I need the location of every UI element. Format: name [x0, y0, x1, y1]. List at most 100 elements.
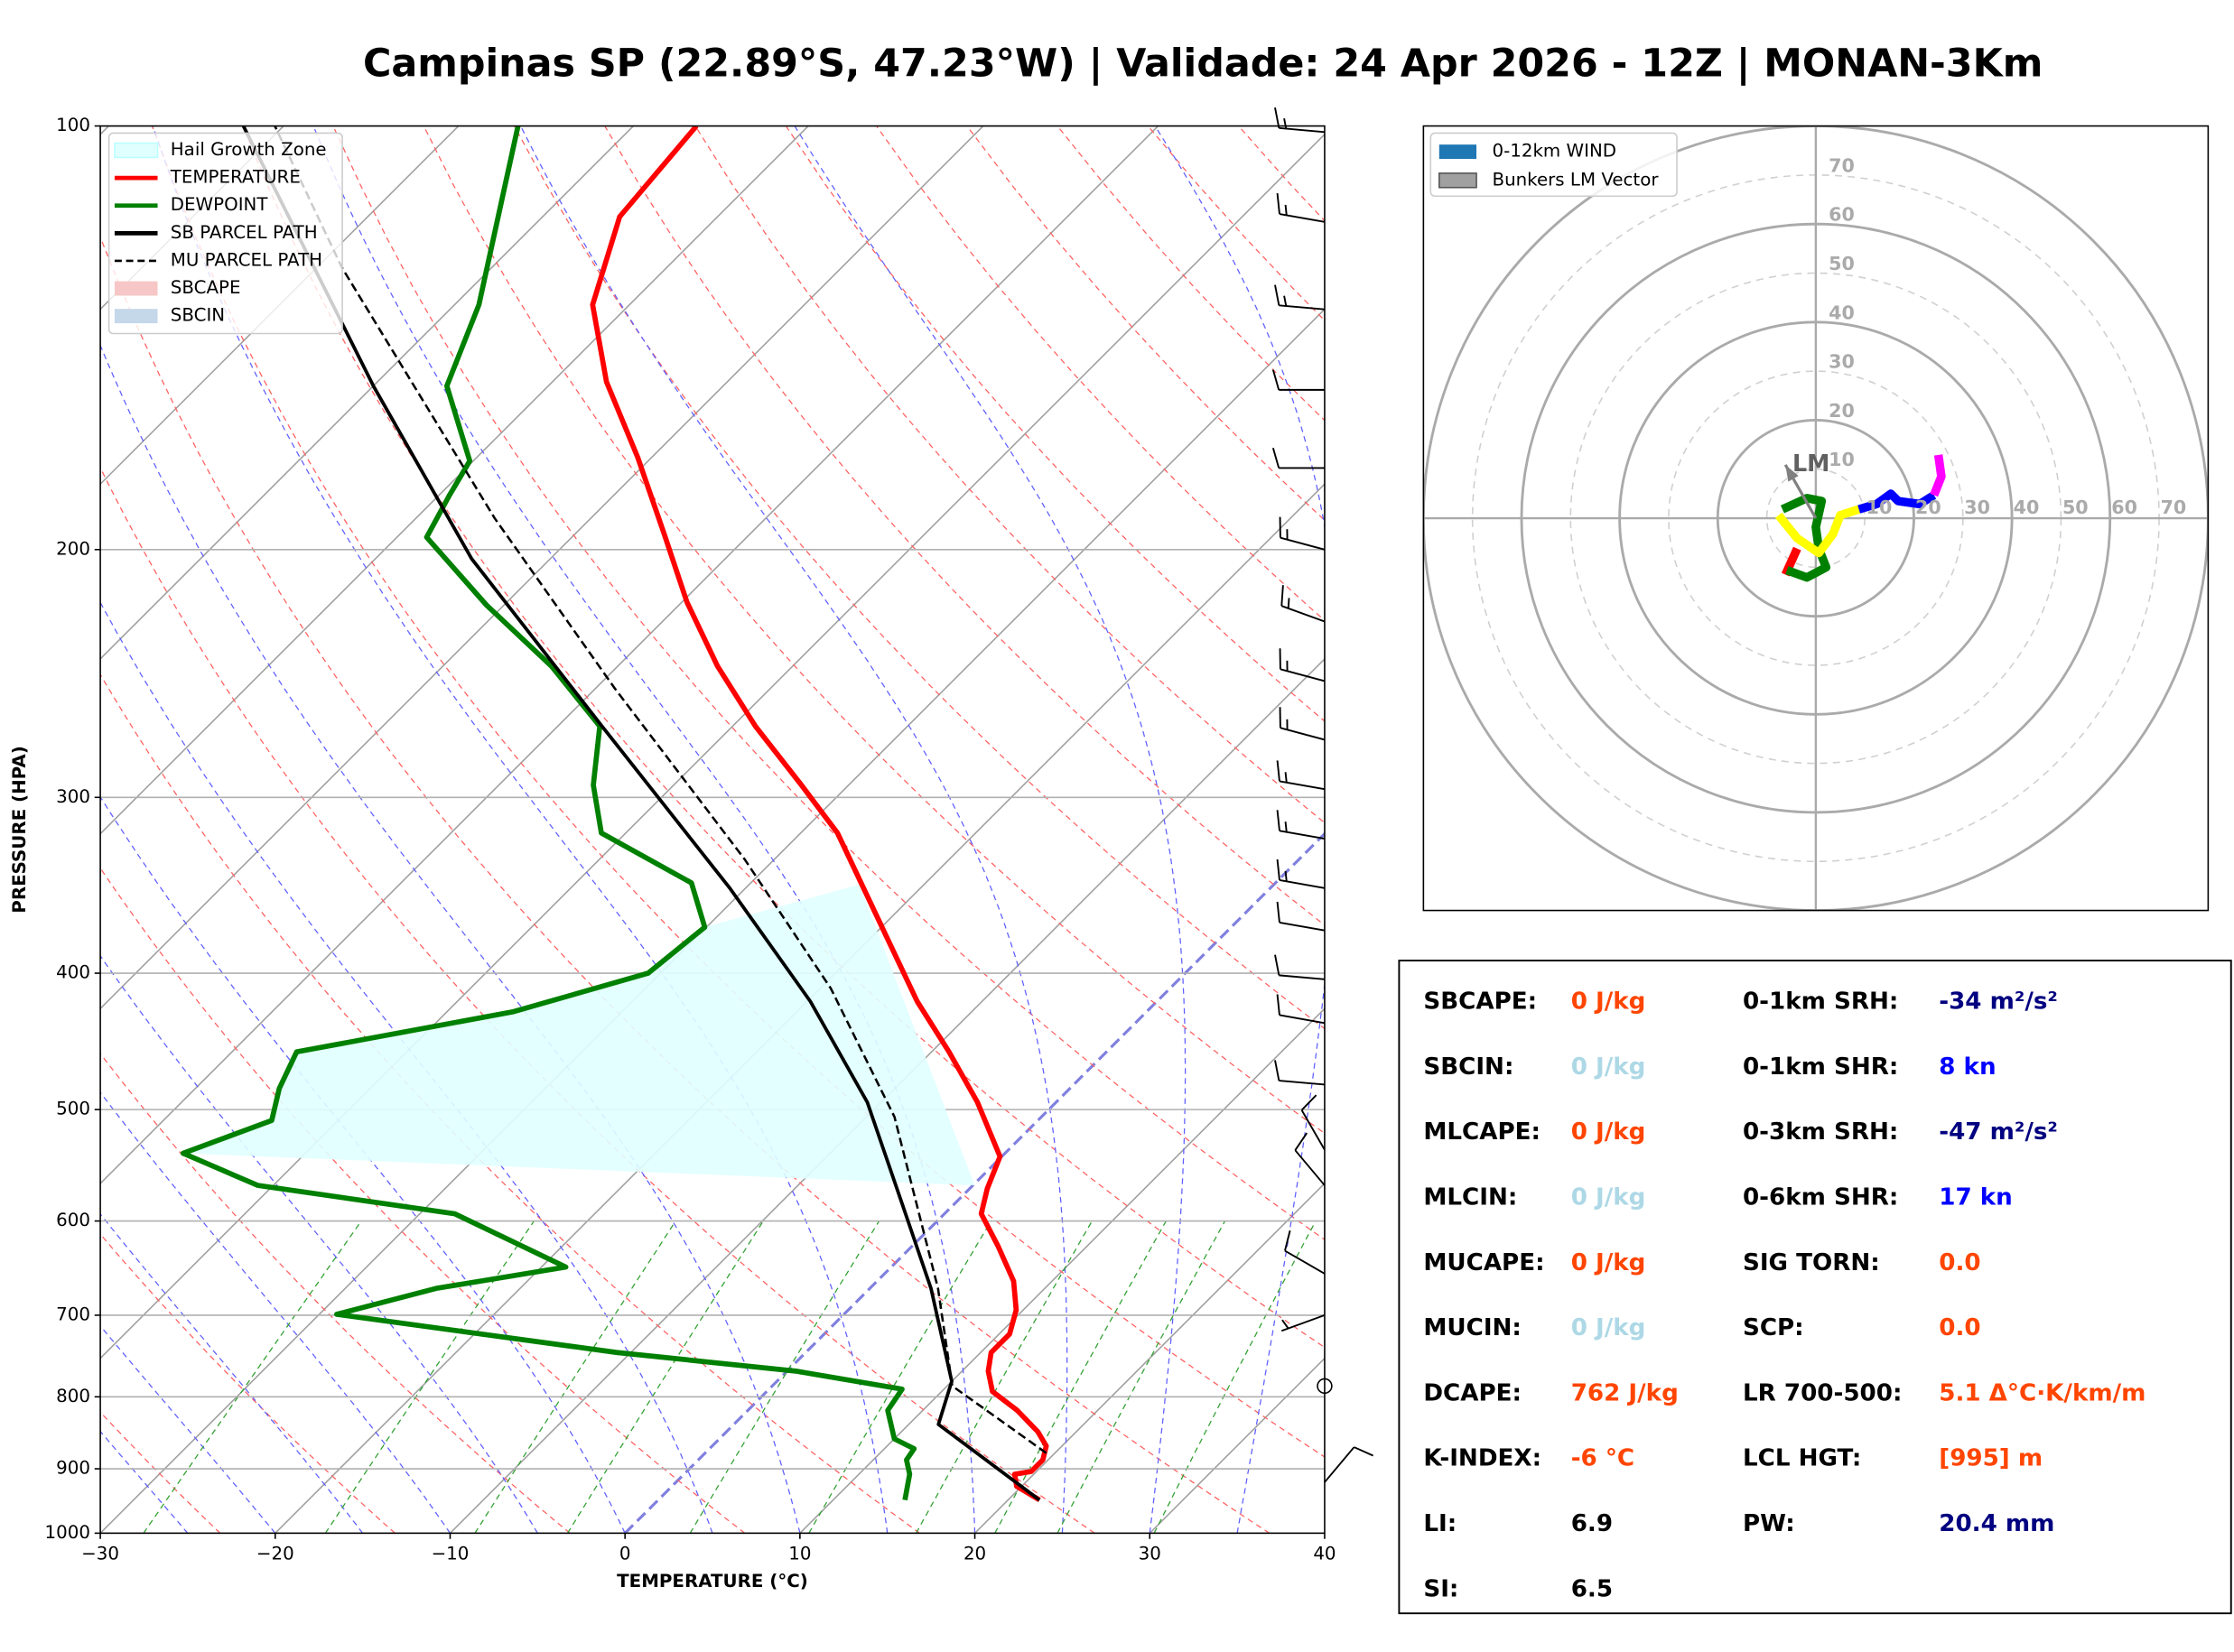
stat-value: 20.4 mm — [1939, 1510, 2054, 1537]
stat-value: -47 m²/s² — [1939, 1118, 2058, 1146]
stat-value: 5.1 Δ°C·K/km/m — [1939, 1379, 2146, 1406]
y-tick-label: 800 — [56, 1386, 90, 1406]
barb-shaft — [1324, 1446, 1355, 1483]
profile-line — [590, 125, 1049, 1503]
moist-adiabat — [100, 600, 713, 1534]
wind-barb — [1276, 901, 1326, 932]
wind-barb — [1279, 707, 1326, 741]
hail-growth-zone — [182, 884, 975, 1186]
barb-shaft — [1280, 536, 1326, 551]
stat-value: 0 J/kg — [1571, 1183, 1646, 1211]
hodograph-trace — [1774, 505, 1861, 558]
stat-label: K-INDEX: — [1423, 1445, 1541, 1472]
barb-shaft — [1279, 780, 1326, 791]
wind-barb — [1274, 1060, 1326, 1086]
y-tick-label: 300 — [56, 786, 90, 807]
stat-label: MUCIN: — [1423, 1314, 1522, 1341]
stat-label: LR 700-500: — [1743, 1379, 1902, 1406]
dry-adiabat — [785, 125, 1325, 722]
legend-label: TEMPERATURE — [170, 167, 301, 188]
ring-label-y: 30 — [1829, 351, 1855, 373]
legend-swatch — [1438, 172, 1477, 189]
y-tick-label: 100 — [56, 115, 90, 135]
barb-feather — [1300, 1094, 1317, 1111]
stat-value: 0.0 — [1939, 1314, 1980, 1341]
barb-feather — [1284, 1230, 1291, 1251]
isotherm — [100, 308, 1325, 1534]
barb-feather — [1271, 369, 1280, 391]
barb-feather — [1276, 901, 1280, 923]
stat-label: PW: — [1743, 1510, 1795, 1537]
isotherm — [973, 1182, 1325, 1534]
lm-head — [1785, 464, 1799, 482]
legend-label: MU PARCEL PATH — [171, 249, 322, 270]
x-tick-label: −20 — [256, 1544, 294, 1564]
legend-label: SBCAPE — [171, 277, 241, 298]
wind-barb — [1294, 1132, 1326, 1186]
barb-feather — [1276, 760, 1280, 782]
barb-half-feather — [1283, 295, 1288, 307]
stat-label: 0-3km SRH: — [1743, 1118, 1898, 1146]
ring-label-y: 20 — [1829, 400, 1855, 422]
stat-label: 0-1km SHR: — [1743, 1053, 1898, 1081]
wind-barb — [1271, 447, 1325, 469]
wind-barb — [1276, 858, 1326, 889]
barb-feather — [1276, 192, 1280, 215]
barb-shaft — [1280, 1314, 1326, 1332]
hodo-frame — [1422, 125, 2210, 912]
x-tick-label: 20 — [963, 1544, 986, 1564]
stat-value: -6 °C — [1571, 1445, 1634, 1472]
freezing-isotherm — [624, 831, 1325, 1534]
barb-shaft — [1279, 921, 1326, 932]
barb-shaft — [1279, 830, 1326, 840]
legend-box — [107, 132, 343, 335]
ring-label-y: 70 — [1829, 154, 1855, 176]
ring-label-y: 40 — [1829, 302, 1855, 323]
hodograph-plot — [1423, 125, 2209, 911]
stat-value: 762 J/kg — [1571, 1379, 1679, 1406]
y-axis-label: PRESSURE (HPA) — [9, 746, 30, 913]
dry-adiabat — [513, 125, 1325, 1030]
wind-barb — [1280, 585, 1326, 623]
moist-adiabat — [519, 125, 1068, 1534]
x-tick-label: 40 — [1313, 1544, 1336, 1564]
barb-shaft — [1284, 1249, 1326, 1275]
stat-label: MLCAPE: — [1423, 1118, 1541, 1146]
barb-shaft — [1294, 1149, 1326, 1186]
x-tick-label: 10 — [788, 1544, 811, 1564]
barb-shaft — [1279, 126, 1326, 134]
dry-adiabat — [100, 236, 1271, 1534]
wind-barb — [1276, 760, 1326, 791]
wind-barb — [1300, 1094, 1326, 1151]
ring-label-y: 10 — [1829, 449, 1855, 470]
legend-swatch — [114, 309, 158, 324]
barb-shaft — [1280, 668, 1326, 682]
barb-half-feather — [1284, 772, 1288, 783]
skewt-data — [180, 125, 1049, 1503]
stat-value: [995] m — [1939, 1445, 2043, 1472]
stat-label: SBCAPE: — [1423, 988, 1537, 1016]
stat-value: 0 J/kg — [1571, 1118, 1646, 1146]
stat-value: 0 J/kg — [1571, 1053, 1646, 1081]
barb-feather — [1280, 585, 1284, 607]
barb-feather — [1274, 1060, 1280, 1081]
ring-label-x: 30 — [1964, 497, 1990, 518]
ring-label-x: 20 — [1915, 497, 1941, 518]
ring-label-x: 70 — [2161, 497, 2187, 518]
barb-half-feather — [1283, 118, 1288, 129]
moist-adiabat — [100, 1430, 189, 1534]
barb-half-feather — [1284, 821, 1288, 832]
stat-label: SCP: — [1743, 1314, 1804, 1341]
wind-barb — [1279, 516, 1326, 551]
barb-feather — [1271, 447, 1280, 469]
legend-swatch — [114, 281, 158, 296]
y-tick-label: 700 — [56, 1304, 90, 1324]
hodograph-axes: 10 10 20 20 30 30 40 40 50 50 60 60 70 70 LM 0-12km WIN… — [1422, 125, 2210, 912]
barb-feather — [1294, 1132, 1308, 1151]
dry-adiabat — [100, 867, 746, 1534]
wind-barb — [1276, 994, 1326, 1025]
skewt-background — [100, 125, 1325, 1534]
wind-barb — [1284, 1230, 1326, 1275]
barb-half-feather — [1284, 204, 1288, 216]
